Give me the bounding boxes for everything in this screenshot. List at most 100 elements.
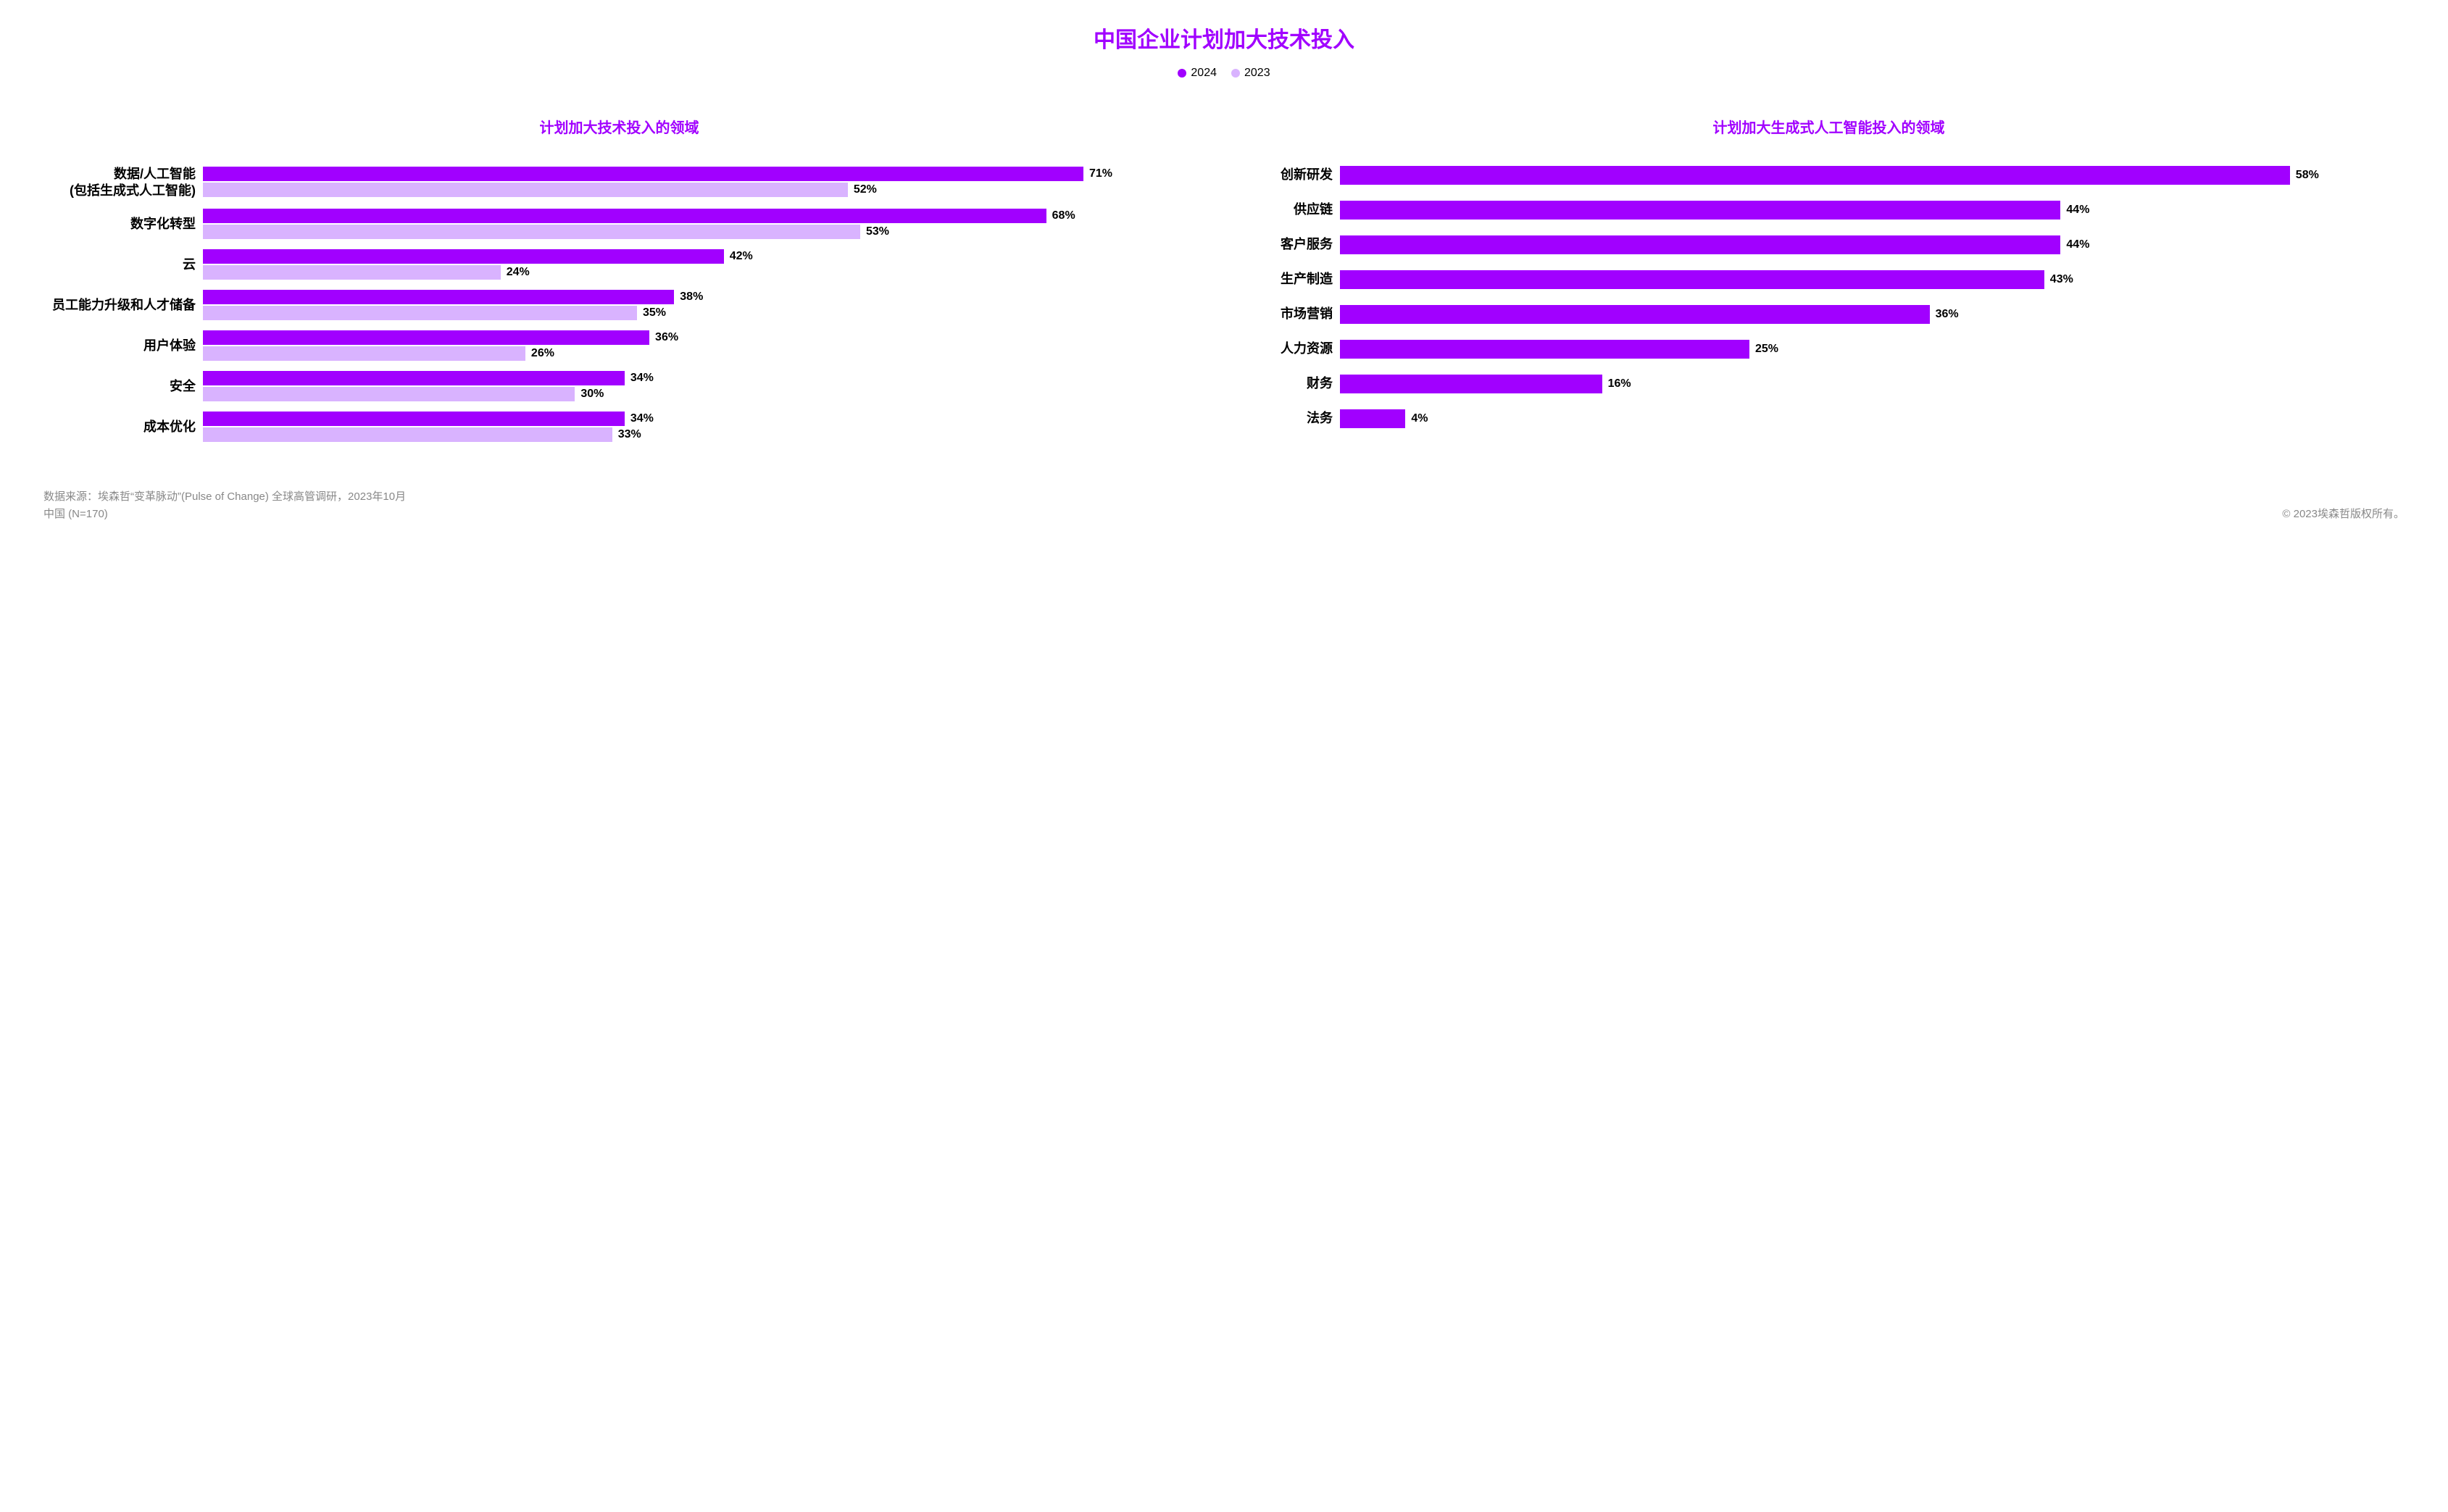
bar-2024 (203, 290, 674, 304)
source-line-1: 数据来源：埃森哲“变革脉动”(Pulse of Change) 全球高管调研，2… (43, 488, 406, 506)
chart-row: 财务 16% (1253, 375, 2405, 393)
bar-value: 34% (630, 372, 654, 385)
bars-group: 43% (1340, 270, 2405, 289)
bar-2023 (203, 387, 575, 401)
bar-value: 44% (2066, 204, 2089, 217)
row-label: 成本优化 (43, 419, 203, 435)
bar-value: 42% (730, 250, 753, 263)
source-line-2: 中国 (N=170) (43, 506, 406, 523)
bars-group: 68% 53% (203, 209, 1195, 241)
row-label: 客户服务 (1253, 236, 1340, 253)
bar-value: 38% (680, 291, 703, 304)
bar-value: 25% (1755, 343, 1778, 356)
right-chart-rows: 创新研发 58% 供应链 44% 客户服务 44% 生产制造43% 市场营销 36% 人力资源 25… (1253, 166, 2405, 428)
bar-value: 4% (1411, 412, 1428, 425)
bars-group: 38% 35% (203, 290, 1195, 322)
left-chart-rows: 数据/人工智能(包括生成式人工智能) 71% 52% 数字化转型 68% 53% 云 42% 2… (43, 166, 1195, 443)
bar (1340, 235, 2060, 254)
legend-label-2024: 2024 (1191, 67, 1217, 80)
bar-value: 58% (2296, 169, 2319, 182)
bar-value: 52% (854, 183, 877, 196)
bar (1340, 201, 2060, 220)
chart-row: 人力资源 25% (1253, 340, 2405, 359)
chart-row: 供应链 44% (1253, 201, 2405, 220)
chart-row: 员工能力升级和人才储备 38% 35% (43, 290, 1195, 322)
bar-2023 (203, 427, 612, 442)
legend-item-2023: 2023 (1231, 67, 1270, 80)
row-label: 数字化转型 (43, 216, 203, 233)
chart-row: 市场营销 36% (1253, 305, 2405, 324)
row-label: 云 (43, 256, 203, 273)
chart-row: 法务 4% (1253, 409, 2405, 428)
source-block: 数据来源：埃森哲“变革脉动”(Pulse of Change) 全球高管调研，2… (43, 488, 406, 523)
chart-row: 数据/人工智能(包括生成式人工智能) 71% 52% (43, 166, 1195, 200)
legend: 2024 2023 (43, 67, 2405, 80)
bar (1340, 340, 1749, 359)
bars-group: 71% 52% (203, 167, 1195, 199)
row-label: 数据/人工智能(包括生成式人工智能) (43, 166, 203, 200)
chart-row: 客户服务 44% (1253, 235, 2405, 254)
bar-value: 34% (630, 412, 654, 425)
legend-item-2024: 2024 (1178, 67, 1217, 80)
chart-row: 创新研发 58% (1253, 166, 2405, 185)
left-chart: 计划加大技术投入的领域 数据/人工智能(包括生成式人工智能) 71% 52% 数字化转… (43, 116, 1195, 452)
bar-value: 68% (1052, 209, 1075, 222)
bar-2023 (203, 306, 637, 320)
bar-2024 (203, 330, 649, 345)
bar-value: 33% (618, 428, 641, 441)
legend-dot-2023 (1231, 69, 1240, 78)
bars-group: 42% 24% (203, 249, 1195, 281)
copyright: © 2023埃森哲版权所有。 (2282, 506, 2405, 523)
row-label: 法务 (1253, 410, 1340, 427)
bar (1340, 375, 1602, 393)
bar-2023 (203, 265, 501, 280)
bar (1340, 166, 2290, 185)
bars-group: 34%33% (203, 412, 1195, 443)
chart-row: 生产制造43% (1253, 270, 2405, 289)
bar-2024 (203, 412, 625, 426)
bar-2023 (203, 225, 860, 239)
chart-row: 用户体验36%26% (43, 330, 1195, 362)
chart-row: 数字化转型 68% 53% (43, 209, 1195, 241)
row-label: 创新研发 (1253, 167, 1340, 183)
chart-row: 云 42% 24% (43, 249, 1195, 281)
chart-row: 成本优化34%33% (43, 412, 1195, 443)
left-subtitle: 计划加大技术投入的领域 (43, 116, 1195, 137)
row-label: 人力资源 (1253, 341, 1340, 357)
bar-2023 (203, 346, 525, 361)
main-title: 中国企业计划加大技术投入 (43, 22, 2405, 54)
bar-2024 (203, 167, 1083, 181)
row-label: 安全 (43, 378, 203, 395)
right-subtitle: 计划加大生成式人工智能投入的领域 (1253, 116, 2405, 137)
bar-2024 (203, 249, 724, 264)
bar-value: 36% (1936, 308, 1959, 321)
legend-label-2023: 2023 (1244, 67, 1270, 80)
bar-value: 71% (1089, 167, 1112, 180)
bars-group: 44% (1340, 201, 2405, 220)
bars-group: 44% (1340, 235, 2405, 254)
bars-group: 36% 26% (203, 330, 1195, 362)
legend-dot-2024 (1178, 69, 1186, 78)
footer: 数据来源：埃森哲“变革脉动”(Pulse of Change) 全球高管调研，2… (43, 488, 2405, 523)
row-label: 生产制造 (1253, 271, 1340, 288)
bar-value: 24% (507, 266, 530, 279)
bar-value: 35% (643, 306, 666, 319)
bar-2024 (203, 371, 625, 385)
bar-2023 (203, 183, 848, 197)
bar-value: 53% (866, 225, 889, 238)
bar-value: 36% (655, 331, 678, 344)
row-label: 财务 (1253, 375, 1340, 392)
bars-group: 25% (1340, 340, 2405, 359)
bars-group: 16% (1340, 375, 2405, 393)
row-label: 供应链 (1253, 201, 1340, 218)
row-label: 市场营销 (1253, 306, 1340, 322)
row-label: 员工能力升级和人才储备 (43, 297, 203, 314)
bar-value: 30% (580, 388, 604, 401)
bar-value: 26% (531, 347, 554, 360)
bars-group: 4% (1340, 409, 2405, 428)
bar (1340, 409, 1405, 428)
bar (1340, 305, 1930, 324)
bar-2024 (203, 209, 1046, 223)
bar-value: 16% (1608, 377, 1631, 390)
bar-value: 44% (2066, 238, 2089, 251)
